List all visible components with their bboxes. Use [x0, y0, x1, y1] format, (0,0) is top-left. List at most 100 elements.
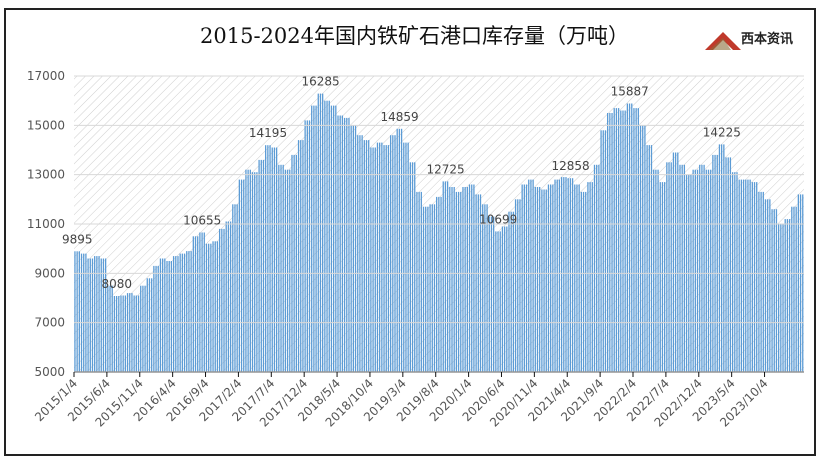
- bar: [94, 256, 96, 372]
- bar: [646, 145, 648, 372]
- bar: [194, 236, 197, 372]
- bar: [352, 125, 354, 372]
- bar: [512, 211, 515, 372]
- bar: [236, 204, 238, 372]
- bar: [120, 295, 122, 372]
- bar: [416, 191, 418, 372]
- bar: [497, 231, 499, 372]
- bar: [547, 184, 550, 372]
- bar: [304, 120, 306, 373]
- bar: [674, 152, 677, 372]
- bar: [247, 169, 249, 372]
- bar: [372, 147, 374, 372]
- bar: [670, 162, 672, 372]
- bar: [788, 219, 791, 372]
- bar: [655, 169, 657, 372]
- bar: [98, 256, 100, 372]
- bar: [782, 224, 784, 372]
- chart-title: 2015-2024年国内铁矿石港口库存量（万吨）: [200, 24, 629, 48]
- bar: [626, 103, 629, 372]
- bar: [284, 169, 287, 372]
- bar: [521, 184, 523, 372]
- bar: [249, 169, 251, 372]
- bar: [596, 164, 598, 372]
- bar: [795, 206, 797, 372]
- bar: [166, 261, 168, 372]
- bar: [216, 241, 219, 372]
- bar: [753, 182, 756, 372]
- bar: [232, 204, 234, 372]
- bar: [260, 159, 262, 372]
- bar: [324, 100, 326, 372]
- bar: [300, 140, 302, 372]
- bar: [387, 145, 390, 372]
- bar: [179, 253, 181, 372]
- bar: [479, 194, 482, 372]
- bar: [799, 194, 802, 372]
- bar: [278, 164, 280, 372]
- bar: [745, 179, 747, 372]
- bar: [181, 253, 184, 372]
- bar: [543, 189, 545, 372]
- bar: [131, 293, 133, 372]
- bar: [760, 191, 762, 372]
- bar: [76, 251, 78, 372]
- y-tick-label: 17000: [27, 69, 65, 83]
- bar: [322, 93, 324, 372]
- bar: [574, 184, 576, 372]
- bar: [721, 144, 723, 372]
- bar: [289, 169, 291, 372]
- bar: [742, 179, 745, 372]
- bar: [464, 187, 466, 372]
- bar: [433, 204, 436, 372]
- bar: [405, 142, 407, 372]
- bar: [243, 179, 245, 372]
- bar: [585, 191, 587, 372]
- bar: [657, 169, 659, 372]
- bar: [473, 184, 475, 372]
- bar: [240, 179, 243, 372]
- bar: [293, 154, 295, 372]
- bar: [148, 278, 151, 372]
- bar: [142, 285, 144, 372]
- bar: [442, 181, 444, 372]
- bar: [536, 187, 539, 372]
- logo-mountain-icon: [705, 32, 741, 50]
- bar: [429, 204, 431, 372]
- bar: [558, 179, 561, 372]
- bar: [398, 128, 401, 372]
- bar: [519, 199, 521, 372]
- bar: [87, 258, 89, 372]
- data-label: 14195: [249, 126, 287, 140]
- bar: [493, 216, 495, 372]
- bar: [225, 221, 227, 372]
- bar: [115, 296, 118, 372]
- bar: [624, 110, 626, 372]
- bar: [593, 164, 596, 372]
- bar: [80, 253, 83, 372]
- bar: [528, 179, 530, 372]
- bar: [648, 145, 650, 372]
- bar: [602, 130, 604, 372]
- bar: [554, 179, 556, 372]
- bar: [183, 253, 186, 372]
- bar: [227, 221, 230, 372]
- bar: [385, 145, 387, 372]
- bar: [449, 187, 451, 372]
- bar: [701, 164, 703, 372]
- bar: [486, 204, 488, 372]
- bar: [135, 295, 137, 372]
- bar: [510, 211, 512, 372]
- bar: [140, 285, 142, 372]
- bar: [438, 196, 440, 372]
- bar: [214, 241, 216, 372]
- bar: [736, 172, 738, 372]
- bar: [192, 236, 194, 372]
- bar: [370, 147, 372, 372]
- bar: [275, 147, 278, 372]
- bar: [560, 177, 563, 372]
- bar: [197, 236, 199, 372]
- bar: [308, 120, 311, 373]
- bar: [129, 293, 131, 372]
- bar: [379, 142, 381, 372]
